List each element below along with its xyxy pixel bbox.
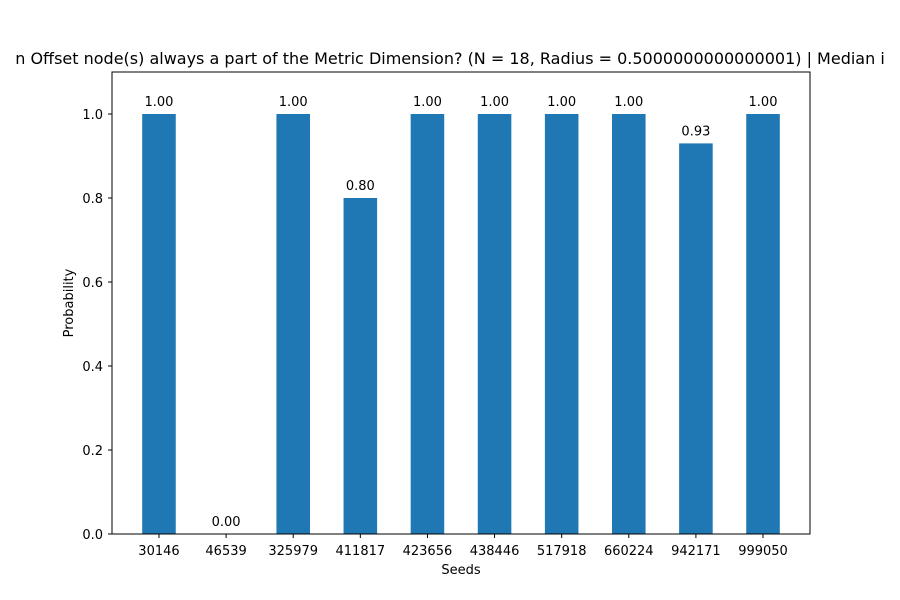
- bar-423656: [410, 114, 445, 534]
- bar-942171: [679, 143, 713, 534]
- y-axis-label: Probability: [62, 268, 77, 337]
- data-labels-group: 1.00 0.00 1.00 0.80 1.00 1.00 1.00 1.00 0.93 1.00: [145, 95, 778, 530]
- x-tick-label-517918: 517918: [537, 544, 587, 559]
- x-tick-label-999050: 999050: [738, 544, 788, 559]
- x-axis-label: Seeds: [441, 563, 481, 578]
- y-tick-label-0.0: 0.0: [82, 528, 103, 543]
- data-label-423656: 1.00: [413, 95, 442, 110]
- bar-660224: [612, 114, 646, 534]
- y-tick-label-0.4: 0.4: [82, 360, 103, 375]
- data-label-942171: 0.93: [681, 124, 710, 139]
- x-tick-label-46539: 46539: [205, 544, 246, 559]
- bar-411817: [343, 198, 378, 534]
- data-label-660224: 1.00: [614, 95, 643, 110]
- data-label-325979: 1.00: [279, 95, 308, 110]
- x-tick-label-438446: 438446: [470, 544, 520, 559]
- y-tick-label-0.8: 0.8: [82, 192, 103, 207]
- y-tick-label-0.2: 0.2: [82, 444, 103, 459]
- plot-frame: [111, 71, 811, 535]
- bar-30146: [142, 114, 176, 534]
- x-tick-label-411817: 411817: [336, 544, 386, 559]
- x-tick-label-942171: 942171: [671, 544, 721, 559]
- data-label-30146: 1.00: [145, 95, 174, 110]
- data-label-438446: 1.00: [480, 95, 509, 110]
- bars-group: [142, 114, 780, 534]
- bar-325979: [276, 114, 310, 534]
- bar-438446: [477, 114, 512, 534]
- x-tick-label-423656: 423656: [403, 544, 453, 559]
- y-axis: 0.0 0.2 0.4 0.6 0.8 1.0: [82, 108, 112, 543]
- y-tick-label-1.0: 1.0: [82, 108, 103, 123]
- data-label-517918: 1.00: [547, 95, 576, 110]
- x-tick-label-30146: 30146: [138, 544, 179, 559]
- x-axis: 30146 46539 325979 411817 423656 438446 517918…: [138, 534, 788, 559]
- x-tick-label-325979: 325979: [268, 544, 318, 559]
- data-label-411817: 0.80: [346, 179, 375, 194]
- data-label-999050: 1.00: [749, 95, 778, 110]
- y-tick-label-0.6: 0.6: [82, 276, 103, 291]
- bar-517918: [544, 114, 579, 534]
- data-label-46539: 0.00: [212, 515, 241, 530]
- chart-title: n Offset node(s) always a part of the Me…: [15, 49, 885, 68]
- x-tick-label-660224: 660224: [604, 544, 654, 559]
- bar-999050: [746, 114, 780, 534]
